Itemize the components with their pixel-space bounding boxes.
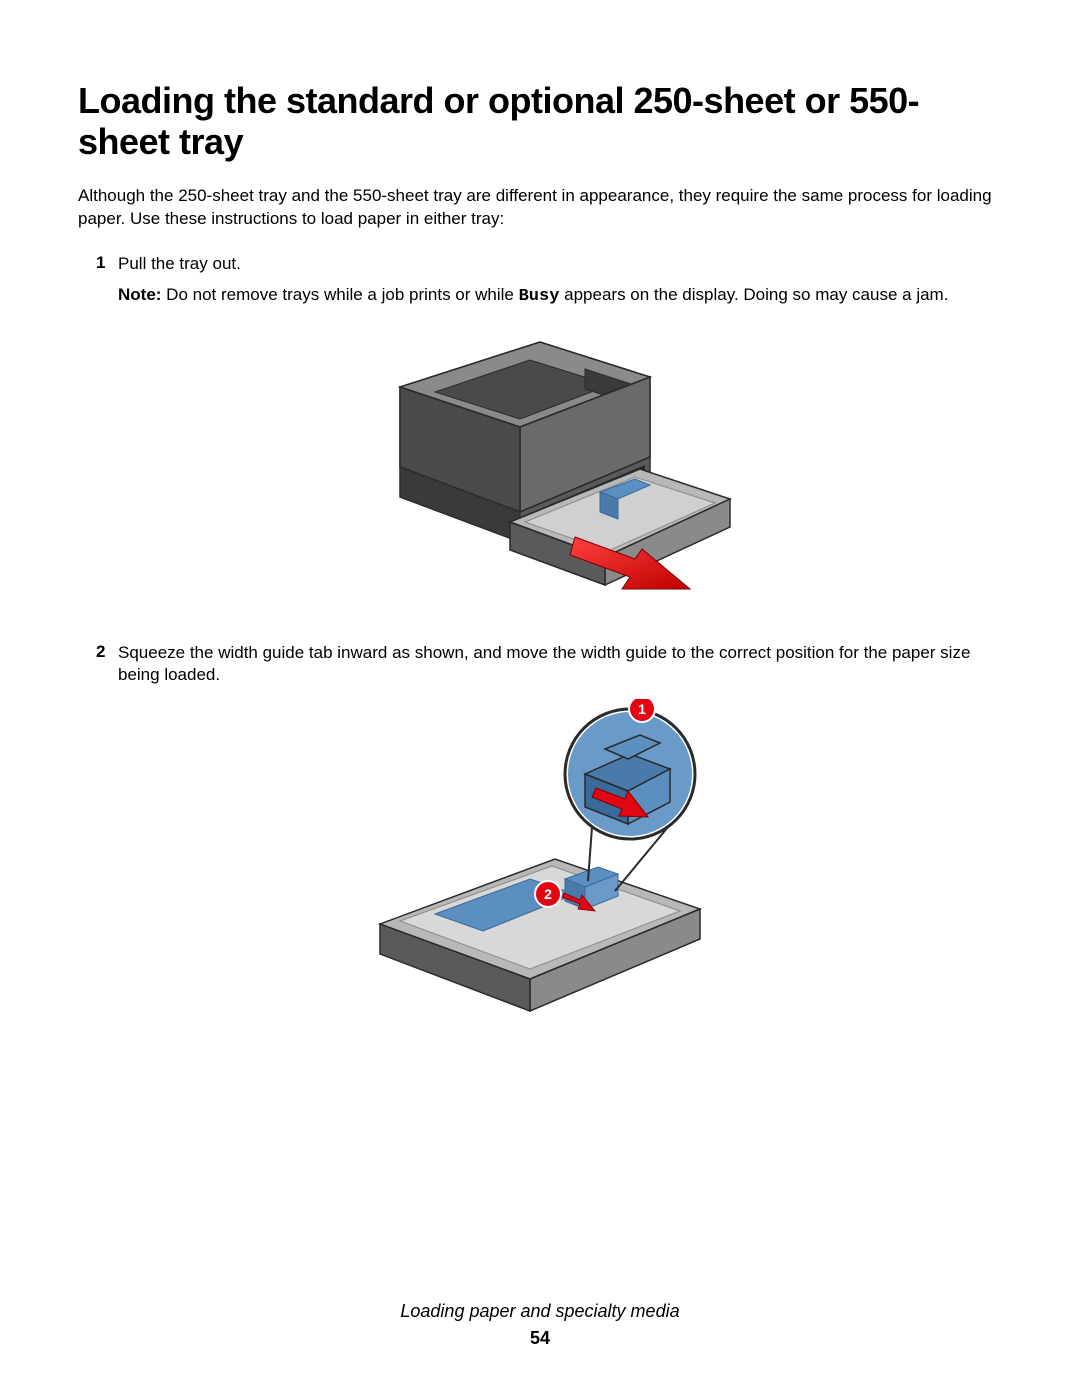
page-title: Loading the standard or optional 250-she… [78, 80, 1002, 163]
page-footer: Loading paper and specialty media 54 [0, 1301, 1080, 1349]
figure-2: 1 2 [78, 699, 1002, 1034]
note-label: Note: [118, 285, 161, 304]
callout-2-text: 2 [544, 886, 552, 902]
step-1: 1 Pull the tray out. [78, 253, 1002, 276]
step-2-text: Squeeze the width guide tab inward as sh… [118, 642, 1002, 688]
note-text-pre: Do not remove trays while a job prints o… [161, 285, 518, 304]
step-1-note: Note: Do not remove trays while a job pr… [78, 284, 1002, 309]
intro-paragraph: Although the 250-sheet tray and the 550-… [78, 185, 1002, 231]
note-text-post: appears on the display. Doing so may cau… [559, 285, 948, 304]
callout-1-text: 1 [638, 701, 646, 717]
figure-1 [78, 327, 1002, 622]
busy-code: Busy [519, 287, 560, 306]
tray-guide-illustration: 1 2 [330, 699, 750, 1029]
step-2-number: 2 [96, 642, 118, 688]
printer-tray-illustration [340, 327, 740, 617]
step-2: 2 Squeeze the width guide tab inward as … [78, 642, 1002, 688]
page-number: 54 [0, 1328, 1080, 1349]
step-1-text: Pull the tray out. [118, 253, 1002, 276]
footer-section-title: Loading paper and specialty media [0, 1301, 1080, 1322]
step-1-number: 1 [96, 253, 118, 276]
